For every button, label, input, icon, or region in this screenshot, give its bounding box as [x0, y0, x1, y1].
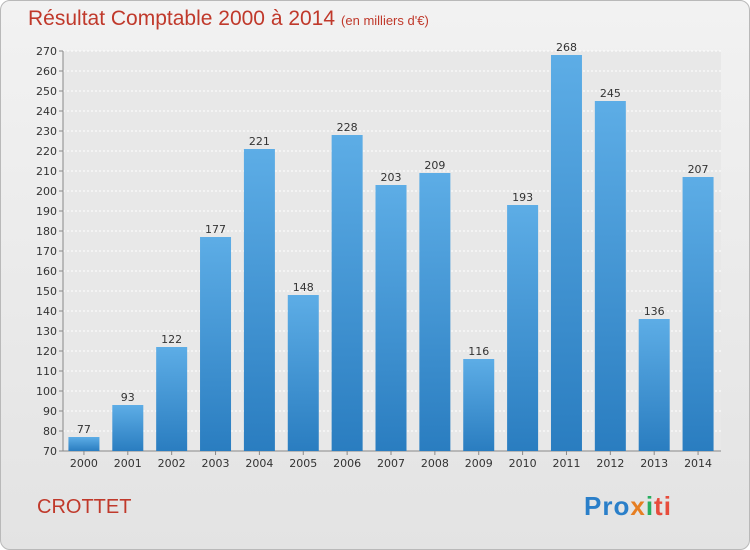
- bar-2008: [419, 173, 451, 451]
- logo-part-1: Pro: [584, 491, 631, 521]
- x-tick-label-2003: 2003: [202, 457, 230, 470]
- x-tick-label-2014: 2014: [684, 457, 712, 470]
- y-tick-label: 270: [36, 45, 57, 58]
- x-tick-label-2013: 2013: [640, 457, 668, 470]
- x-tick-label-2001: 2001: [114, 457, 142, 470]
- value-label-2000: 77: [77, 423, 91, 436]
- value-label-2009: 116: [468, 345, 489, 358]
- x-tick-label-2010: 2010: [509, 457, 537, 470]
- title-text: Résultat Comptable 2000 à 2014: [28, 7, 336, 30]
- y-tick-label: 210: [36, 165, 57, 178]
- chart-title: Résultat Comptable 2000 à 2014 (en millie…: [28, 7, 429, 31]
- bar-2004: [243, 149, 275, 451]
- bar-2010: [507, 205, 539, 451]
- y-tick-label: 130: [36, 325, 57, 338]
- bar-2014: [682, 177, 714, 451]
- bar-2011: [550, 55, 582, 451]
- x-tick-label-2012: 2012: [596, 457, 624, 470]
- value-label-2011: 268: [556, 41, 577, 54]
- y-tick-label: 80: [43, 425, 57, 438]
- value-label-2010: 193: [512, 191, 533, 204]
- logo-part-2: x: [630, 491, 646, 521]
- bar-2002: [156, 347, 188, 451]
- bar-2006: [331, 135, 363, 451]
- x-tick-label-2008: 2008: [421, 457, 449, 470]
- value-label-2005: 148: [293, 281, 314, 294]
- x-tick-label-2009: 2009: [465, 457, 493, 470]
- bar-2013: [638, 319, 670, 451]
- y-tick-label: 110: [36, 365, 57, 378]
- value-label-2013: 136: [644, 305, 665, 318]
- y-tick-label: 180: [36, 225, 57, 238]
- bar-2000: [68, 437, 100, 451]
- bar-2001: [112, 405, 144, 451]
- x-tick-label-2000: 2000: [70, 457, 98, 470]
- logo-part-4: ti: [654, 491, 672, 521]
- y-tick-label: 260: [36, 65, 57, 78]
- y-tick-label: 190: [36, 205, 57, 218]
- y-tick-label: 70: [43, 445, 57, 458]
- bar-2009: [463, 359, 495, 451]
- bar-2005: [287, 295, 319, 451]
- title-unit: (en milliers d'€): [341, 13, 429, 28]
- y-tick-label: 230: [36, 125, 57, 138]
- y-tick-label: 140: [36, 305, 57, 318]
- x-tick-label-2002: 2002: [158, 457, 186, 470]
- y-tick-label: 100: [36, 385, 57, 398]
- value-label-2002: 122: [161, 333, 182, 346]
- value-label-2012: 245: [600, 87, 621, 100]
- logo-part-3: i: [645, 491, 655, 521]
- value-label-2006: 228: [337, 121, 358, 134]
- y-tick-label: 120: [36, 345, 57, 358]
- value-label-2008: 209: [424, 159, 445, 172]
- y-tick-label: 220: [36, 145, 57, 158]
- y-tick-label: 200: [36, 185, 57, 198]
- value-label-2003: 177: [205, 223, 226, 236]
- y-tick-label: 90: [43, 405, 57, 418]
- value-label-2004: 221: [249, 135, 270, 148]
- x-tick-label-2004: 2004: [245, 457, 273, 470]
- y-tick-label: 170: [36, 245, 57, 258]
- x-tick-label-2007: 2007: [377, 457, 405, 470]
- x-tick-label-2005: 2005: [289, 457, 317, 470]
- bar-2012: [594, 101, 626, 451]
- value-label-2007: 203: [381, 171, 402, 184]
- value-label-2014: 207: [688, 163, 709, 176]
- x-tick-label-2006: 2006: [333, 457, 361, 470]
- x-tick-label-2011: 2011: [552, 457, 580, 470]
- y-tick-label: 150: [36, 285, 57, 298]
- proxiti-logo: Proxiti: [584, 491, 672, 522]
- commune-name: CROTTET: [37, 496, 132, 518]
- bar-2003: [200, 237, 232, 451]
- y-tick-label: 240: [36, 105, 57, 118]
- y-tick-label: 250: [36, 85, 57, 98]
- y-tick-label: 160: [36, 265, 57, 278]
- bar-2007: [375, 185, 407, 451]
- value-label-2001: 93: [121, 391, 135, 404]
